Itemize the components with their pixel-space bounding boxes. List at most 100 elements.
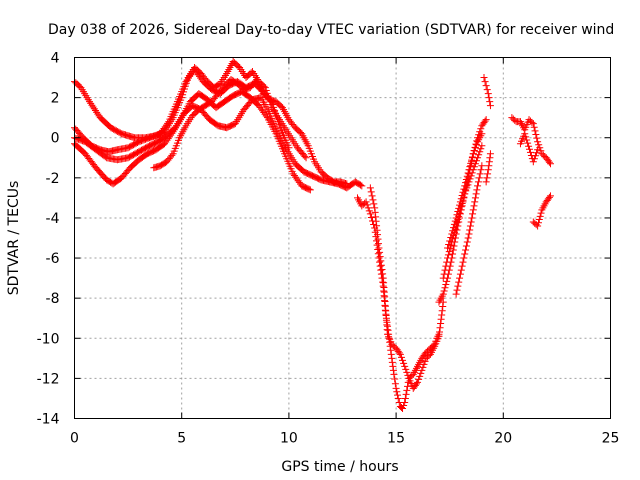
data-point bbox=[384, 326, 392, 334]
data-point bbox=[483, 174, 491, 182]
data-point bbox=[270, 103, 278, 111]
data-point bbox=[88, 101, 96, 109]
data-point bbox=[440, 287, 448, 295]
data-point bbox=[439, 290, 447, 298]
data-point bbox=[476, 170, 484, 178]
data-point bbox=[453, 219, 461, 227]
data-point bbox=[441, 266, 449, 274]
data-point bbox=[387, 350, 395, 358]
data-point bbox=[466, 226, 474, 234]
series-track-14 bbox=[516, 130, 554, 230]
data-point bbox=[418, 366, 426, 374]
data-point bbox=[399, 356, 407, 364]
data-point bbox=[449, 246, 457, 254]
data-point bbox=[454, 216, 462, 224]
data-point bbox=[460, 254, 468, 262]
data-point bbox=[471, 198, 479, 206]
data-point bbox=[365, 207, 373, 215]
data-point bbox=[376, 262, 384, 270]
data-point bbox=[272, 109, 280, 117]
data-point bbox=[525, 142, 533, 150]
data-point bbox=[462, 246, 470, 254]
data-point bbox=[369, 196, 377, 204]
data-point bbox=[470, 147, 478, 155]
data-point bbox=[400, 401, 408, 409]
data-point bbox=[468, 153, 476, 161]
data-point bbox=[364, 204, 372, 212]
data-point bbox=[91, 107, 99, 115]
data-point bbox=[404, 382, 412, 390]
data-point bbox=[456, 270, 464, 278]
data-point bbox=[439, 302, 447, 310]
data-point bbox=[86, 98, 94, 106]
data-point bbox=[530, 123, 538, 131]
data-point bbox=[388, 354, 396, 362]
data-point bbox=[439, 274, 447, 282]
data-point bbox=[389, 366, 397, 374]
data-point bbox=[450, 232, 458, 240]
data-point bbox=[376, 248, 384, 256]
data-point bbox=[438, 311, 446, 319]
data-point bbox=[472, 190, 480, 198]
data-point bbox=[436, 324, 444, 332]
data-point bbox=[486, 150, 494, 158]
data-point bbox=[469, 210, 477, 218]
data-point bbox=[367, 188, 375, 196]
data-point bbox=[478, 130, 486, 138]
data-point bbox=[450, 228, 458, 236]
series-track-12 bbox=[480, 74, 494, 186]
data-point bbox=[531, 152, 539, 160]
data-point bbox=[305, 185, 313, 193]
data-point bbox=[474, 154, 482, 162]
data-point bbox=[417, 369, 425, 377]
data-point bbox=[471, 144, 479, 152]
data-point bbox=[528, 118, 536, 126]
data-point bbox=[420, 360, 428, 368]
x-tick-label: 5 bbox=[177, 431, 186, 447]
data-point bbox=[482, 116, 490, 124]
data-point bbox=[511, 116, 519, 124]
data-point bbox=[362, 198, 370, 206]
data-point bbox=[363, 201, 371, 209]
data-point bbox=[441, 284, 449, 292]
data-point bbox=[404, 371, 412, 379]
data-point bbox=[395, 349, 403, 357]
data-point bbox=[436, 328, 444, 336]
x-tick-label: 0 bbox=[70, 431, 79, 447]
data-point bbox=[274, 118, 282, 126]
data-point bbox=[394, 391, 402, 399]
data-point bbox=[367, 213, 375, 221]
data-point bbox=[377, 261, 385, 269]
data-point bbox=[522, 133, 530, 141]
series-track-5 bbox=[150, 76, 351, 188]
data-point bbox=[377, 257, 385, 265]
data-point bbox=[90, 105, 98, 113]
data-point bbox=[444, 254, 452, 262]
data-point bbox=[530, 155, 538, 163]
grid-lines bbox=[74, 57, 611, 419]
data-point bbox=[306, 186, 314, 194]
data-point bbox=[402, 390, 410, 398]
data-point bbox=[482, 82, 490, 90]
y-tick-label: 0 bbox=[51, 131, 60, 147]
data-point bbox=[534, 138, 542, 146]
data-point bbox=[89, 103, 97, 111]
data-point bbox=[375, 244, 383, 252]
data-point bbox=[394, 394, 402, 402]
data-point bbox=[401, 362, 409, 370]
data-point bbox=[534, 219, 542, 227]
x-tick-label: 10 bbox=[280, 431, 298, 447]
data-point bbox=[453, 286, 461, 294]
data-point bbox=[481, 78, 489, 86]
data-point bbox=[469, 206, 477, 214]
data-point bbox=[357, 181, 365, 189]
series-track-11 bbox=[452, 162, 486, 298]
data-point bbox=[532, 131, 540, 139]
data-point bbox=[401, 398, 409, 406]
data-point bbox=[485, 162, 493, 170]
data-point bbox=[275, 121, 283, 129]
data-point bbox=[412, 380, 420, 388]
data-point bbox=[533, 149, 541, 157]
data-point bbox=[378, 266, 386, 274]
